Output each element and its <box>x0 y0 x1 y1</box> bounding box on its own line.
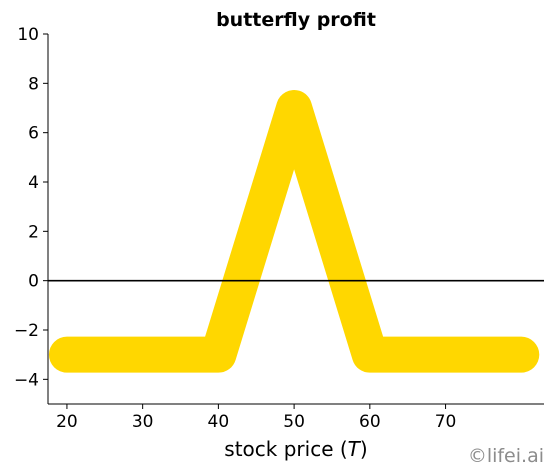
axes: −4 −2 0 2 4 6 8 10 20 30 40 50 60 70 <box>14 25 544 432</box>
watermark: ©lifei.ai <box>468 445 544 467</box>
y-tick-label: 10 <box>17 25 39 45</box>
y-tick-label: 6 <box>28 124 39 144</box>
x-tick-label: 40 <box>208 412 230 432</box>
y-tick-label: −2 <box>14 321 39 341</box>
plot-area <box>48 90 544 373</box>
x-tick-label: 20 <box>56 412 78 432</box>
x-axis-label-italic: T <box>348 437 362 461</box>
x-tick-label: 50 <box>283 412 305 432</box>
x-tick-label: 60 <box>359 412 381 432</box>
y-tick-label: −4 <box>14 370 39 390</box>
x-axis-label-close: ) <box>360 437 368 461</box>
series-line-0 <box>48 90 540 373</box>
x-tick-label: 70 <box>435 412 457 432</box>
x-tick-label: 30 <box>132 412 154 432</box>
chart-title: butterfly profit <box>216 9 376 31</box>
y-tick-label: 8 <box>28 74 39 94</box>
y-tick-label: 4 <box>28 173 39 193</box>
y-tick-label: 2 <box>28 222 39 242</box>
y-tick-label: 0 <box>28 272 39 292</box>
x-axis-label-text: stock price ( <box>224 437 347 461</box>
x-axis-label: stock price (T) <box>224 437 367 461</box>
